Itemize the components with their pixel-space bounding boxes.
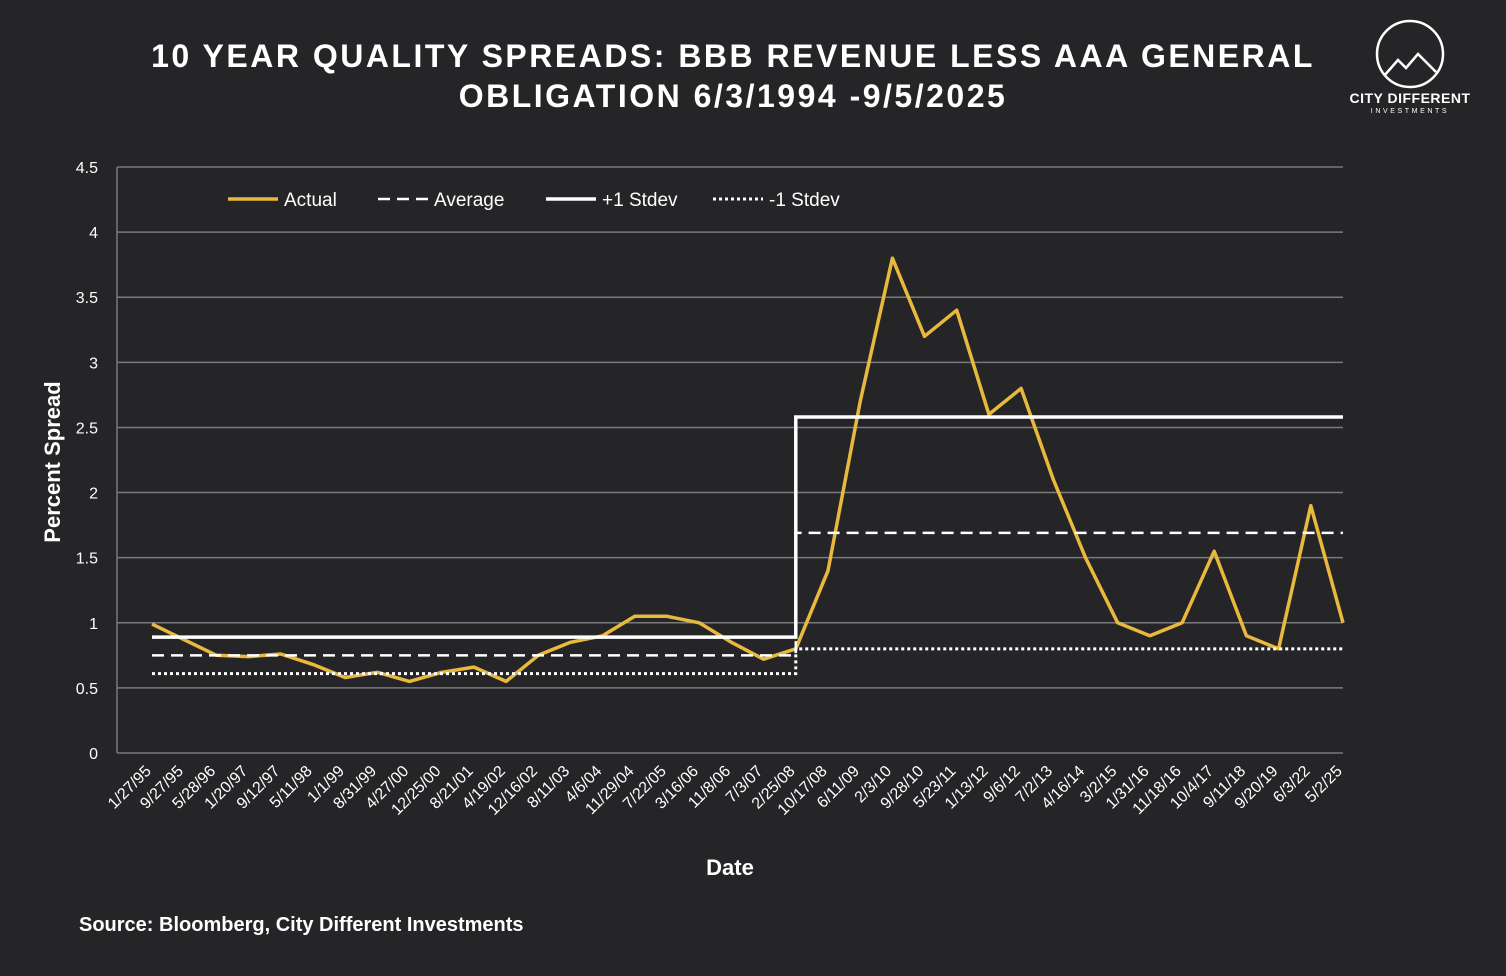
y-tick-label: 4.5 xyxy=(76,160,98,177)
series-1-stdev xyxy=(152,647,1343,676)
legend-label: Average xyxy=(434,190,504,211)
source-note: Source: Bloomberg, City Different Invest… xyxy=(79,914,524,936)
y-axis-title: Percent Spread xyxy=(40,381,65,542)
legend-label: -1 Stdev xyxy=(769,190,840,211)
legend-label: +1 Stdev xyxy=(602,190,678,211)
y-tick-label: 3 xyxy=(89,355,98,372)
grid-lines xyxy=(116,166,1343,754)
logo-name: CITY DIFFERENT xyxy=(1349,90,1471,106)
y-tick-label: 1 xyxy=(89,616,98,633)
legend: Actual Average +1 Stdev -1 Stdev xyxy=(228,190,840,211)
mountain-logo-icon xyxy=(1375,19,1445,89)
y-tick-label: 2.5 xyxy=(76,420,98,437)
y-tick-label: 3.5 xyxy=(76,290,98,307)
x-axis-ticks: 1/27/959/27/955/28/961/20/979/12/975/11/… xyxy=(105,763,1346,819)
x-axis-title: Date xyxy=(706,855,754,880)
chart-title-line-1: 10 YEAR QUALITY SPREADS: BBB REVENUE LES… xyxy=(151,38,1315,74)
chart-title: 10 YEAR QUALITY SPREADS: BBB REVENUE LES… xyxy=(120,36,1346,116)
y-tick-label: 4 xyxy=(89,225,98,242)
series-actual xyxy=(151,256,1345,684)
y-axis-ticks: 0 0.5 1 1.5 2 2.5 3 3.5 4 4.5 xyxy=(76,160,98,763)
y-tick-label: 1.5 xyxy=(76,551,98,568)
series-1-stdev xyxy=(152,415,1343,639)
y-tick-label: 2 xyxy=(89,486,98,503)
series-lines xyxy=(151,256,1345,684)
chart-title-line-2: OBLIGATION 6/3/1994 -9/5/2025 xyxy=(458,78,1008,114)
logo-subtitle: INVESTMENTS xyxy=(1370,108,1450,115)
legend-label: Actual xyxy=(284,190,337,211)
x-tick-label: 5/2/25 xyxy=(1302,763,1346,807)
y-tick-label: 0.5 xyxy=(76,681,98,698)
y-tick-label: 0 xyxy=(89,746,98,763)
